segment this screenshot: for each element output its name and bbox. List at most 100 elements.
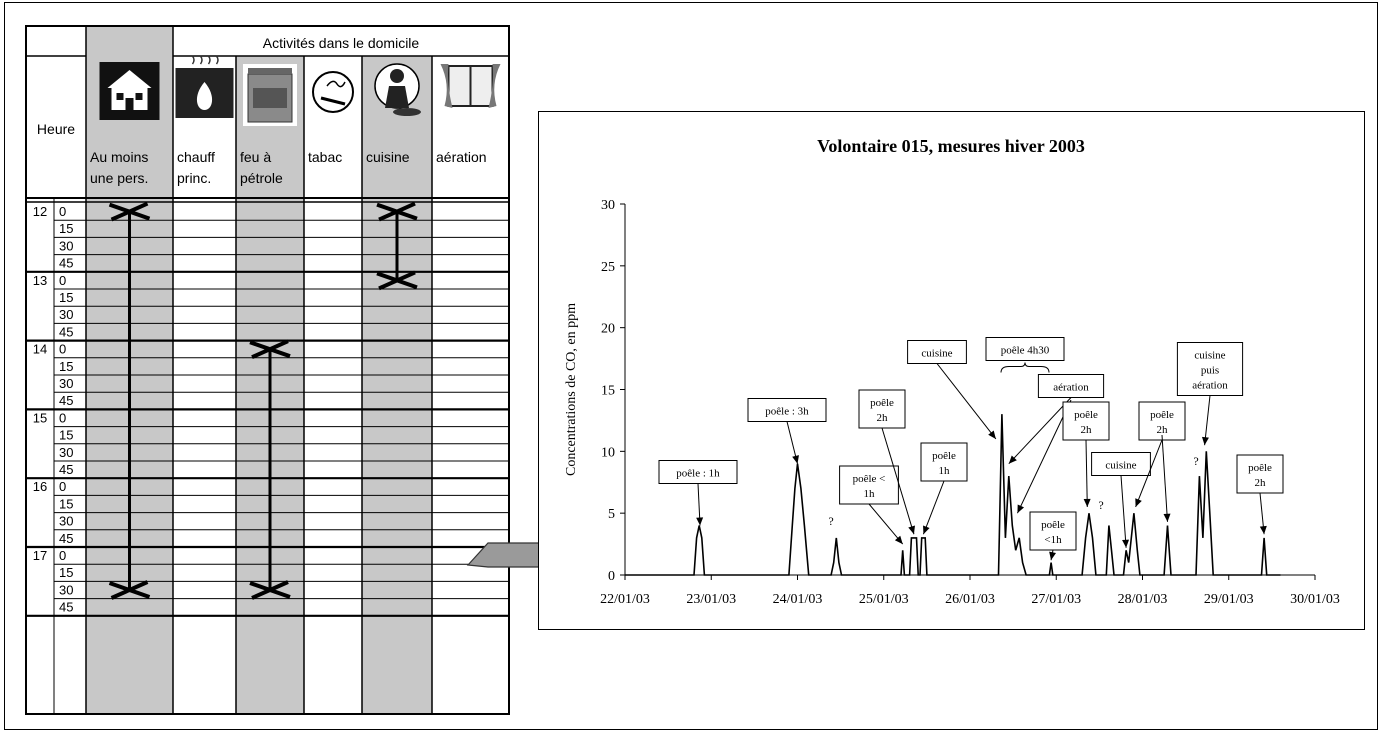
annotation-text: ? xyxy=(1098,498,1103,512)
annotation-box xyxy=(1037,374,1105,398)
annotation-arrowhead xyxy=(988,430,996,439)
house-icon xyxy=(99,62,160,120)
annotation-arrowhead xyxy=(1259,525,1267,535)
annotation-box xyxy=(1236,454,1284,494)
annotation-arrowhead xyxy=(1008,455,1017,464)
annotation-box xyxy=(658,460,738,484)
annotation-arrow xyxy=(868,503,904,545)
annotation-text: cuisine xyxy=(1194,350,1225,362)
x-tick-label: 28/01/03 xyxy=(1118,592,1168,607)
annotation-text: poêle < xyxy=(853,473,886,485)
minute-label: 45 xyxy=(59,393,73,408)
minute-label: 15 xyxy=(59,290,73,305)
column-label-aeration: aération xyxy=(436,149,487,165)
annotation-arrowhead xyxy=(894,535,903,545)
annotation-13: cuisine xyxy=(1091,452,1151,548)
annotation-arrowhead xyxy=(908,525,915,535)
annotation-text: poêle : 3h xyxy=(765,406,809,418)
annotation-arrow xyxy=(1161,434,1169,522)
x-tick-label: 30/01/03 xyxy=(1290,592,1340,607)
annotation-arrowhead xyxy=(1083,498,1091,507)
annotation-arrow xyxy=(922,480,945,535)
annotation-box xyxy=(920,442,968,482)
minute-label: 0 xyxy=(59,342,66,357)
annotation-box xyxy=(1062,401,1110,441)
annotation-16: ? xyxy=(1193,454,1198,468)
annotation-text: poêle xyxy=(1074,409,1098,421)
minute-label: 30 xyxy=(59,445,73,460)
group-header-bg xyxy=(173,26,509,56)
annotation-text: puis xyxy=(1201,365,1219,377)
annotation-18: poêle 2h xyxy=(1236,454,1284,535)
annotation-4: poêle 2h xyxy=(858,389,915,535)
annotation-arrow xyxy=(881,427,915,535)
column-label-chauff: chauff xyxy=(177,149,215,165)
y-tick-label: 30 xyxy=(601,198,615,213)
cook-icon xyxy=(374,63,421,116)
y-tick-label: 5 xyxy=(608,507,615,522)
annotation-arrowhead xyxy=(696,517,704,526)
annotation-3: poêle < 1h xyxy=(839,465,904,545)
annotation-15 xyxy=(1161,434,1171,522)
minute-label: 15 xyxy=(59,428,73,443)
hour-label-12: 12 xyxy=(33,204,47,219)
annotation-text: 2h xyxy=(1157,424,1169,436)
table-border xyxy=(25,25,510,715)
minute-label: 30 xyxy=(59,238,73,253)
minute-label: 0 xyxy=(59,204,66,219)
annotation-arrowhead xyxy=(1135,498,1142,507)
column-sublabel-chauff: princ. xyxy=(177,170,211,186)
hour-label-17: 17 xyxy=(33,548,47,563)
cigarette-icon xyxy=(312,71,354,113)
minute-label: 0 xyxy=(59,410,66,425)
annotation-text: ? xyxy=(828,514,833,528)
annotation-9 xyxy=(1016,399,1072,514)
column-label-cuisine: cuisine xyxy=(366,149,410,165)
minute-label: 0 xyxy=(59,548,66,563)
x-tick-label: 24/01/03 xyxy=(773,592,823,607)
minute-label: 30 xyxy=(59,376,73,391)
y-tick-label: 15 xyxy=(601,384,615,399)
annotation-box xyxy=(1176,342,1244,396)
x-tick-label: 22/01/03 xyxy=(600,592,650,607)
annotation-arrow xyxy=(1016,399,1072,514)
y-tick-label: 20 xyxy=(601,322,615,337)
group-header-title: Activités dans le domicile xyxy=(263,35,420,51)
column-label-feu: feu à xyxy=(240,149,271,165)
kerosene-heater-icon xyxy=(243,64,297,126)
activity-mark-presence xyxy=(108,201,151,600)
annotation-arrow xyxy=(1135,439,1163,508)
x-tick-label: 25/01/03 xyxy=(859,592,909,607)
annotation-14: poêle 2h xyxy=(1135,401,1186,508)
x-tick-label: 29/01/03 xyxy=(1204,592,1254,607)
annotation-text: cuisine xyxy=(921,348,952,360)
x-tick-label: 27/01/03 xyxy=(1031,592,1081,607)
chart-title: Volontaire 015, mesures hiver 2003 xyxy=(817,136,1085,156)
activity-mark-cuisine xyxy=(376,201,418,291)
hour-header: Heure xyxy=(37,121,75,137)
annotation-box xyxy=(858,389,906,429)
y-tick-label: 10 xyxy=(601,445,615,460)
annotation-text: aération xyxy=(1053,382,1089,394)
annotation-text: 2h xyxy=(877,412,889,424)
annotation-text: poêle xyxy=(1041,519,1065,531)
annotation-12: ? xyxy=(1098,498,1103,512)
minute-label: 30 xyxy=(59,582,73,597)
annotation-arrowhead xyxy=(1201,436,1209,446)
co-series-line-0 xyxy=(625,414,1281,576)
minute-label: 45 xyxy=(59,256,73,271)
minute-label: 45 xyxy=(59,600,73,615)
window-icon xyxy=(440,64,501,108)
annotation-arrowhead xyxy=(1163,513,1171,522)
annotation-box xyxy=(747,398,827,422)
annotation-text: 1h xyxy=(864,488,876,500)
annotation-arrowhead xyxy=(1122,539,1130,548)
annotation-text: 2h xyxy=(1081,424,1093,436)
annotation-6: cuisine xyxy=(907,340,997,440)
minute-label: 30 xyxy=(59,307,73,322)
hour-label-15: 15 xyxy=(33,410,47,425)
annotation-box xyxy=(1091,452,1151,476)
annotation-text: poêle : 1h xyxy=(676,468,720,480)
annotation-box xyxy=(1029,511,1077,551)
